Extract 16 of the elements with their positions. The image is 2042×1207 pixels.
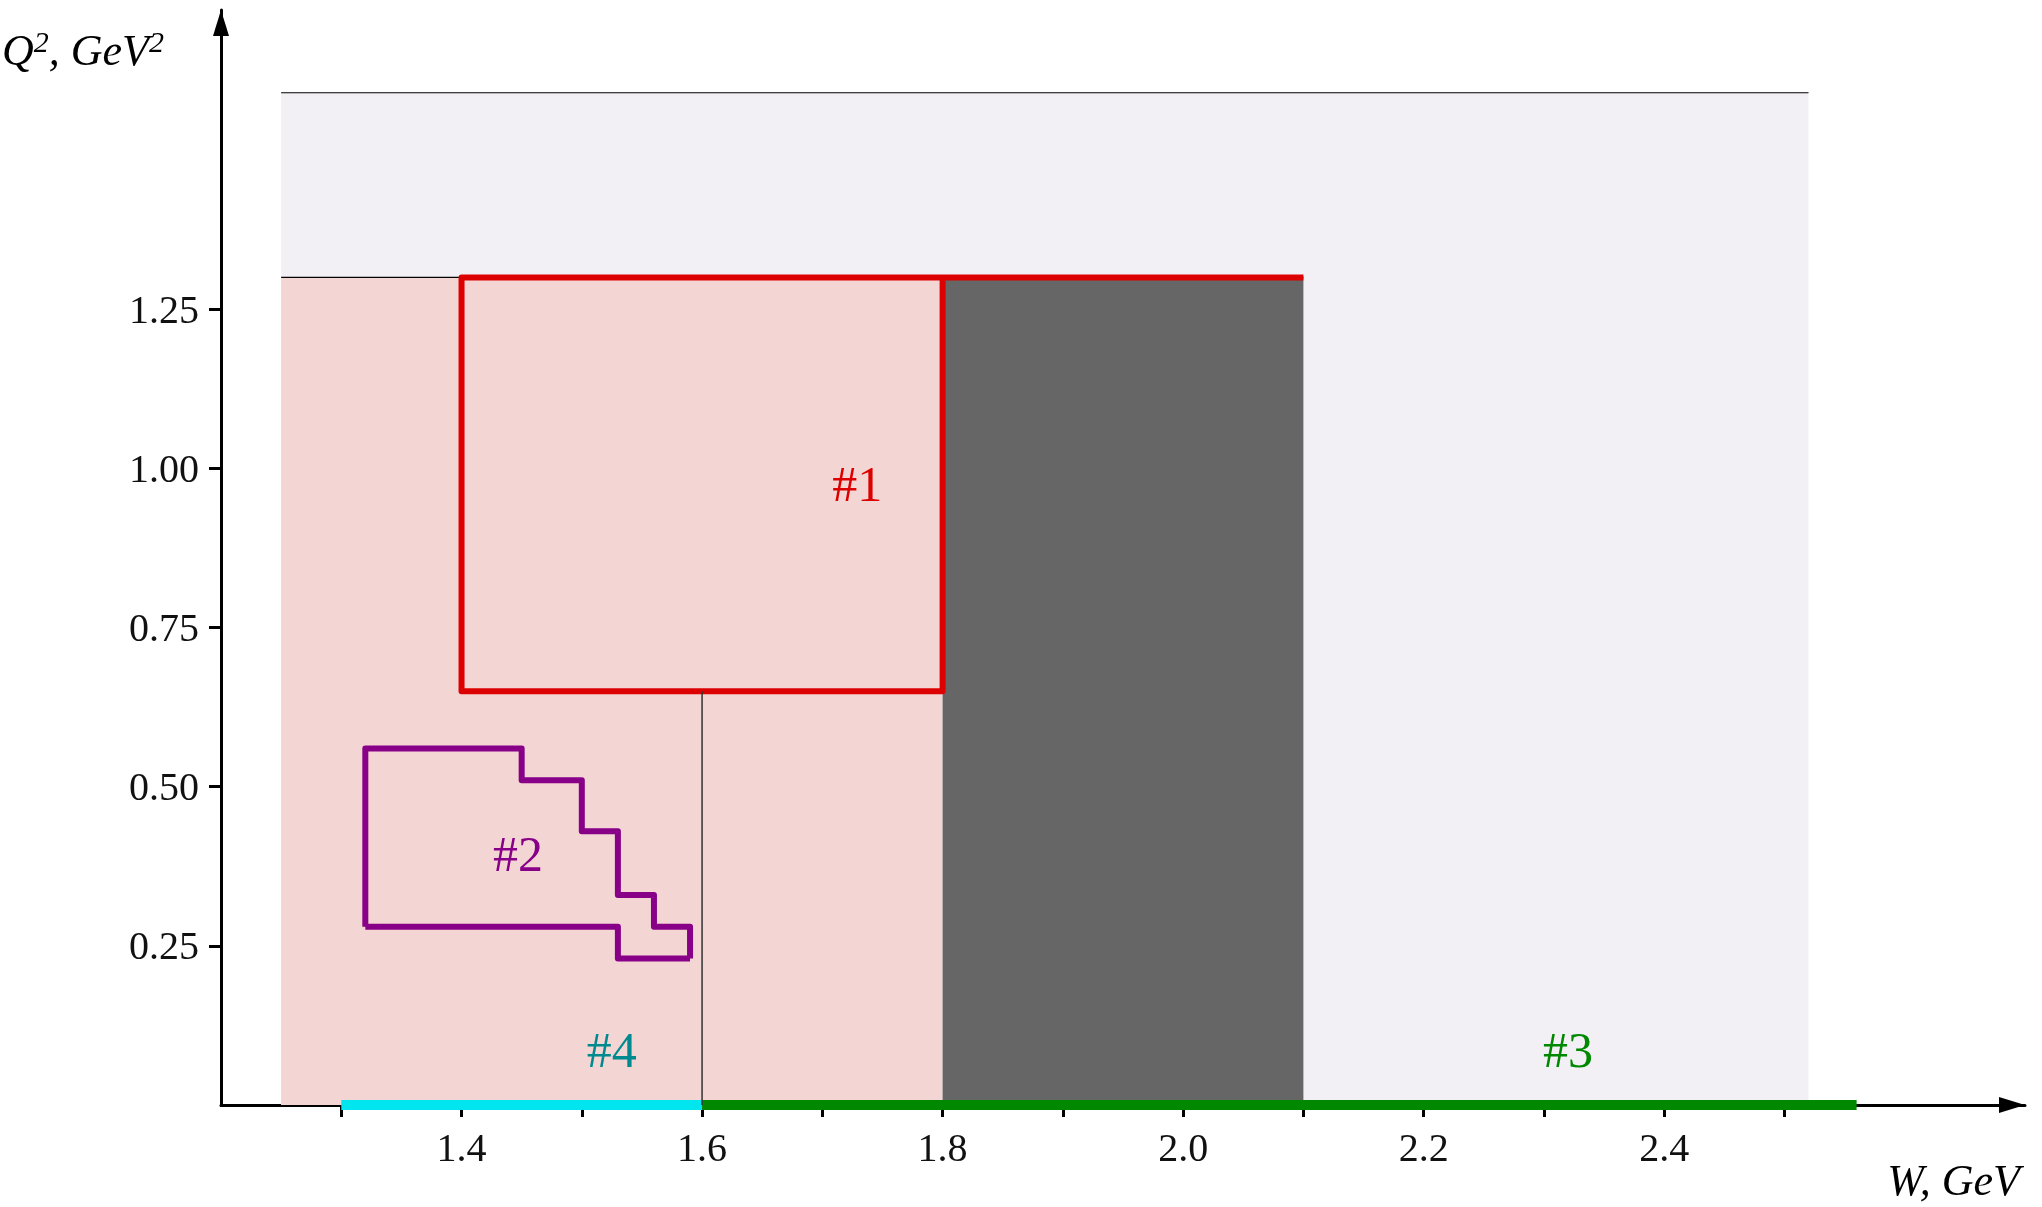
- y-tick-label: 1.00: [129, 445, 199, 491]
- x-tick-label: 1.4: [436, 1124, 487, 1170]
- x-axis-title: W, GeV: [1887, 1155, 2026, 1205]
- y-tick-label: 0.50: [129, 764, 199, 810]
- x-tick-label: 2.2: [1398, 1124, 1449, 1170]
- y-tick-label: 0.75: [129, 605, 199, 651]
- x-tick-label: 1.6: [677, 1124, 728, 1170]
- x-tick-label: 2.4: [1639, 1124, 1690, 1170]
- x-tick-label: 2.0: [1158, 1124, 1209, 1170]
- y-tick-label: 1.25: [129, 286, 199, 332]
- series-label: #2: [492, 825, 543, 882]
- series-label: #1: [832, 456, 883, 513]
- y-tick-label: 0.25: [129, 923, 199, 969]
- x-tick-label: 1.8: [917, 1124, 968, 1170]
- series-label: #4: [586, 1022, 637, 1078]
- series-label: #3: [1542, 1022, 1593, 1078]
